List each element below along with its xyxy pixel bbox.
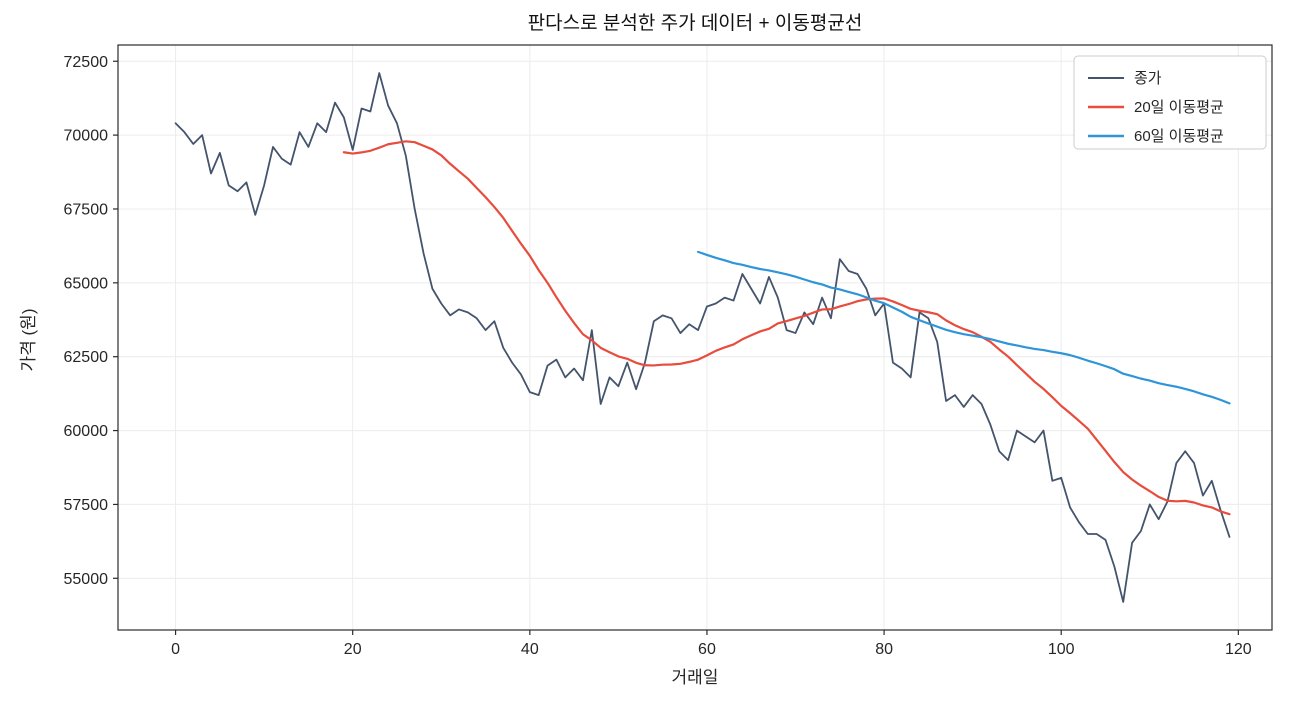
legend: 종가 20일 이동평균 60일 이동평균 (1073, 55, 1267, 150)
y-tick-label: 70000 (64, 128, 109, 145)
x-axis-ticks: 0 20 40 60 80 100 120 (171, 630, 1252, 658)
y-tick-label: 57500 (64, 497, 109, 514)
x-tick-label: 80 (875, 641, 893, 658)
x-tick-label: 120 (1225, 641, 1252, 658)
y-axis-label: 가격 (원) (19, 309, 38, 372)
ma60-line (697, 250, 1231, 405)
x-tick-label: 20 (344, 641, 362, 658)
y-tick-label: 65000 (64, 275, 109, 292)
legend-label-close: 종가 (1134, 70, 1162, 87)
y-tick-label: 60000 (64, 423, 109, 440)
legend-label-ma20: 20일 이동평균 (1134, 99, 1224, 116)
x-tick-label: 0 (171, 641, 180, 658)
ma20-line (342, 140, 1231, 516)
y-tick-label: 67500 (64, 201, 109, 218)
y-tick-label: 72500 (64, 54, 109, 71)
close-price-line (174, 72, 1231, 603)
chart-title: 판다스로 분석한 주가 데이터 + 이동평균선 (528, 12, 863, 34)
y-tick-label: 55000 (64, 571, 109, 588)
legend-label-ma60: 60일 이동평균 (1134, 128, 1224, 145)
y-axis-ticks: 55000 57500 60000 62500 65000 67500 70000 72500 (64, 54, 118, 588)
x-tick-label: 40 (521, 641, 539, 658)
y-tick-label: 62500 (64, 349, 109, 366)
x-axis-label: 거래일 (672, 668, 719, 687)
axes-spines (117, 44, 1273, 631)
x-tick-label: 60 (698, 641, 716, 658)
plot-series (174, 72, 1231, 603)
x-tick-label: 100 (1048, 641, 1075, 658)
legend-box (1073, 55, 1267, 150)
